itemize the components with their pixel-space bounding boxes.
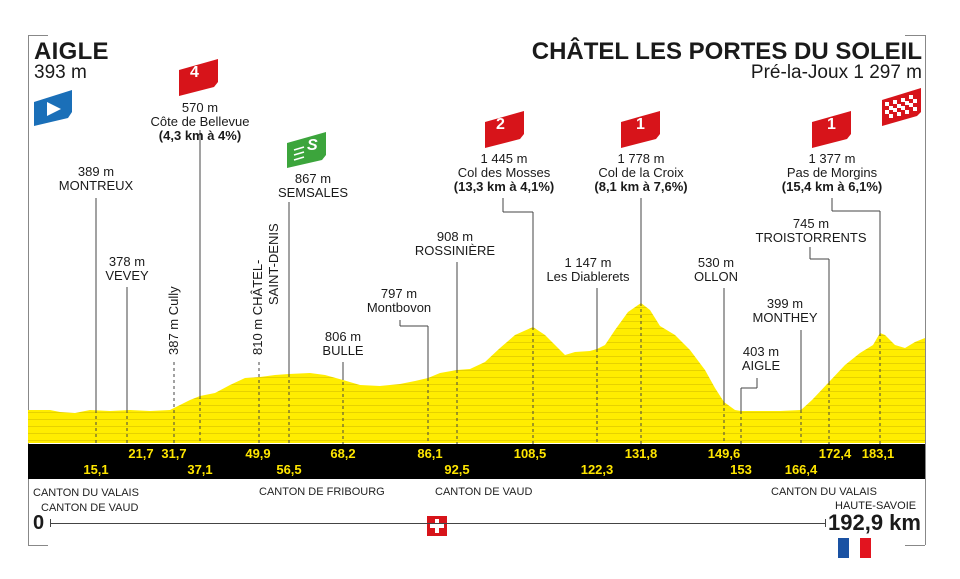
place-label-chatel-st-denis: 810 m CHÂTEL- (250, 259, 265, 355)
climb-label-bellevue: 570 m Côte de Bellevue (4,3 km à 4%) (150, 100, 250, 143)
frame-right (925, 35, 926, 545)
km-label: 21,7 (128, 446, 154, 461)
km-label: 122,3 (580, 462, 614, 477)
km-label: 15,1 (83, 462, 109, 477)
km-label: 172,4 (818, 446, 852, 461)
distance-axis (50, 523, 825, 524)
climb-cat2-icon (485, 111, 524, 148)
km-label: 49,9 (245, 446, 271, 461)
place-label-cully: 387 m Cully (166, 286, 181, 355)
finish-town: CHÂTEL LES PORTES DU SOLEIL (531, 38, 922, 65)
km-label: 31,7 (161, 446, 187, 461)
km-label: 153 (730, 462, 752, 477)
km-band (28, 444, 925, 479)
climb-cat-label: 4 (190, 64, 199, 81)
km-label: 166,4 (784, 462, 818, 477)
climb-label-croix: 1 778 m Col de la Croix (8,1 km à 7,6%) (594, 151, 688, 194)
finish-checkered-flag-icon (882, 88, 921, 126)
km-label: 149,6 (707, 446, 741, 461)
place-label-monthey: 399 m MONTHEY (752, 296, 818, 325)
climb-cat-label: 1 (827, 116, 836, 133)
place-label-troistorrents: 745 m TROISTORRENTS (755, 216, 867, 245)
km-label: 68,2 (330, 446, 356, 461)
start-town: AIGLE (34, 38, 109, 65)
frame-right-top (905, 35, 925, 36)
place-label-vevey: 378 m VEVEY (105, 254, 149, 283)
distance-start: 0 (33, 512, 45, 534)
place-label-montbovon: 797 m Montbovon (366, 286, 432, 315)
km-label: 131,8 (624, 446, 658, 461)
start-altitude: 393 m (34, 62, 87, 83)
place-label-ollon: 530 m OLLON (693, 255, 739, 284)
elevation-profile (28, 303, 925, 443)
place-label-chatel-st-denis-2: SAINT-DENIS (266, 223, 281, 305)
km-label: 86,1 (417, 446, 443, 461)
finish-altitude: Pré-la-Joux 1 297 m (750, 62, 922, 83)
climb-cat1-croix-icon (621, 111, 660, 148)
axis-tick-end (825, 519, 826, 527)
frame-left-bottom (28, 545, 48, 546)
sprint-icon (287, 132, 326, 168)
km-label: 56,5 (276, 462, 302, 477)
place-label-aigle: 403 m AIGLE (741, 344, 781, 373)
climb-cat1-morgins-icon (812, 111, 851, 148)
km-label: 108,5 (513, 446, 547, 461)
region-valais-vaud-2: CANTON DE VAUD (41, 502, 139, 514)
km-label: 37,1 (187, 462, 213, 477)
french-flag-icon (838, 538, 871, 558)
climb-label-morgins: 1 377 m Pas de Morgins (15,4 km à 6,1%) (781, 151, 883, 194)
frame-right-bottom (905, 545, 925, 546)
place-label-diablerets: 1 147 m Les Diablerets (546, 255, 630, 284)
climb-cat-label: 2 (496, 116, 505, 133)
region-valais: CANTON DU VALAIS (771, 486, 877, 498)
climb-label-mosses: 1 445 m Col des Mosses (13,3 km à 4,1%) (453, 151, 555, 194)
climb-cat4-icon (179, 59, 218, 96)
swiss-flag-icon (427, 516, 447, 536)
place-label-bulle: 806 m BULLE (322, 329, 364, 358)
region-valais-vaud-1: CANTON DU VALAIS (33, 487, 139, 499)
place-label-rossiniere: 908 m ROSSINIÈRE (414, 229, 496, 258)
place-label-montreux: 389 m MONTREUX (58, 164, 134, 193)
region-haute-savoie: HAUTE-SAVOIE (835, 500, 917, 512)
sprint-place-label: 867 m SEMSALES (277, 171, 349, 200)
frame-left (28, 35, 29, 545)
region-vaud: CANTON DE VAUD (435, 486, 533, 498)
climb-cat-label: 1 (636, 116, 645, 133)
axis-tick-start (50, 519, 51, 527)
km-label: 183,1 (861, 446, 895, 461)
distance-total: 192,9 km (828, 510, 921, 535)
frame-left-top (28, 35, 48, 36)
km-label: 92,5 (444, 462, 470, 477)
start-flag-icon (34, 90, 72, 126)
sprint-label: S (307, 137, 318, 154)
region-fribourg: CANTON DE FRIBOURG (259, 486, 385, 498)
